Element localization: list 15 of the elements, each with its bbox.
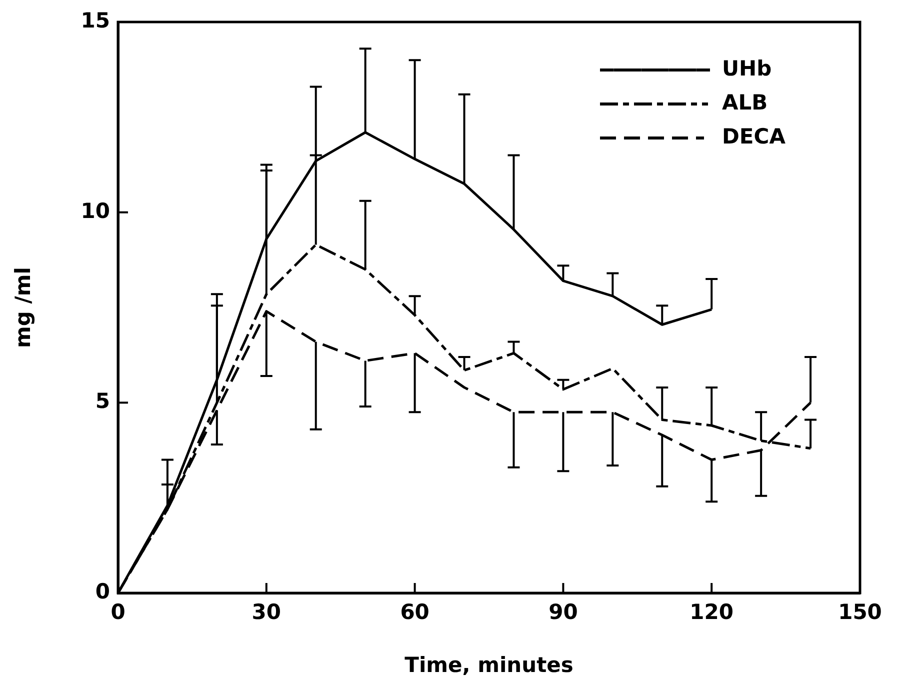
legend-label: ALB bbox=[722, 90, 768, 114]
x-axis-title: Time, minutes bbox=[404, 652, 574, 677]
legend-label: UHb bbox=[722, 56, 772, 80]
x-tick-label: 90 bbox=[548, 600, 578, 624]
y-tick-label: 10 bbox=[80, 198, 110, 223]
y-axis-title: mg /ml bbox=[11, 267, 36, 348]
y-tick-label: 5 bbox=[95, 389, 110, 414]
x-tick-label: 150 bbox=[838, 600, 882, 624]
x-tick-label: 30 bbox=[252, 600, 282, 624]
y-tick-label: 15 bbox=[80, 8, 110, 32]
x-tick-label: 120 bbox=[690, 600, 734, 624]
legend-label: DECA bbox=[722, 124, 786, 148]
x-tick-label: 60 bbox=[400, 600, 430, 624]
x-tick-label: 0 bbox=[110, 600, 126, 624]
y-tick-label: 0 bbox=[95, 579, 110, 604]
